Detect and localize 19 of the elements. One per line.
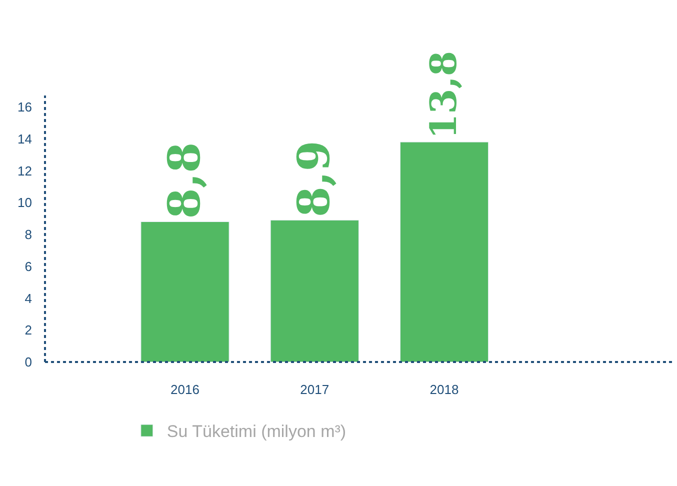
y-tick-label: 2 bbox=[24, 322, 32, 338]
y-tick-label: 6 bbox=[24, 258, 32, 274]
data-label: 8,8 bbox=[160, 142, 210, 219]
x-tick-label: 2016 bbox=[170, 382, 200, 397]
bar bbox=[140, 222, 230, 362]
bar bbox=[400, 142, 489, 362]
y-tick-label: 8 bbox=[24, 227, 32, 242]
y-tick-label: 4 bbox=[24, 290, 32, 306]
y-tick-label: 0 bbox=[24, 354, 32, 370]
x-tick-label: 2018 bbox=[430, 382, 459, 397]
y-tick-label: 12 bbox=[18, 163, 32, 178]
data-label: 8,9 bbox=[289, 140, 340, 218]
bar bbox=[270, 220, 359, 362]
x-tick-label: 2017 bbox=[300, 382, 330, 397]
data-label: 13,8 bbox=[422, 50, 466, 140]
y-tick-label: 10 bbox=[18, 195, 32, 210]
legend-label: Su Tüketimi (milyon m³) bbox=[166, 422, 346, 442]
y-tick-label: 14 bbox=[18, 131, 32, 146]
y-tick-label: 16 bbox=[18, 100, 32, 115]
